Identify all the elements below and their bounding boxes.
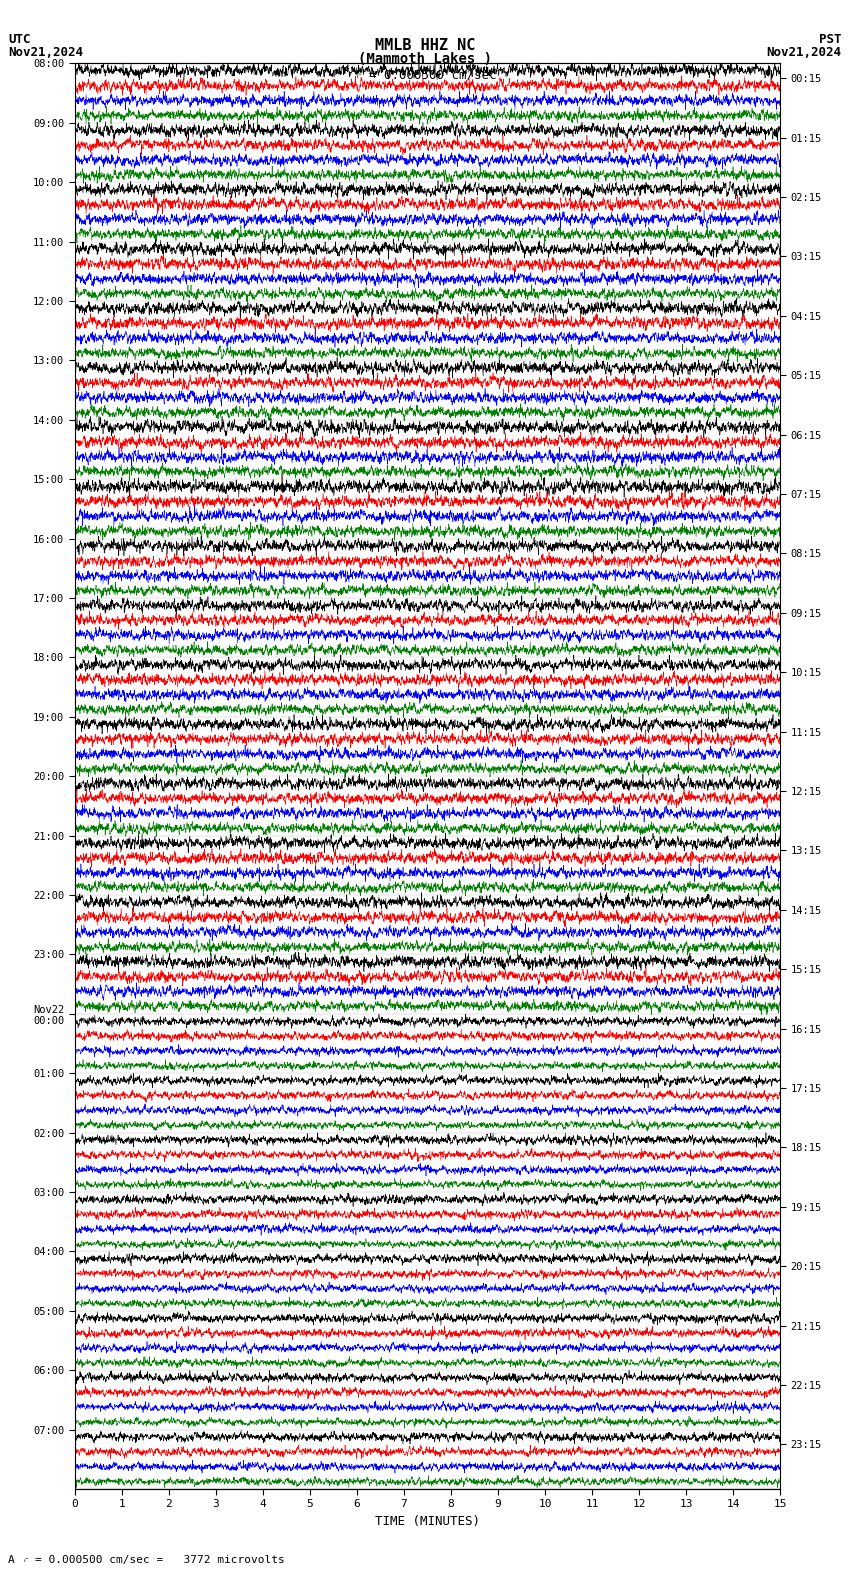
Text: PST: PST <box>819 33 842 46</box>
X-axis label: TIME (MINUTES): TIME (MINUTES) <box>375 1514 480 1529</box>
Text: (Mammoth Lakes ): (Mammoth Lakes ) <box>358 52 492 67</box>
Text: UTC: UTC <box>8 33 31 46</box>
Text: MMLB HHZ NC: MMLB HHZ NC <box>375 38 475 52</box>
Text: ⌌ = 0.000500 cm/sec: ⌌ = 0.000500 cm/sec <box>354 68 496 81</box>
Text: Nov21,2024: Nov21,2024 <box>8 46 83 59</box>
Text: A ⌌ = 0.000500 cm/sec =   3772 microvolts: A ⌌ = 0.000500 cm/sec = 3772 microvolts <box>8 1555 286 1565</box>
Text: Nov21,2024: Nov21,2024 <box>767 46 842 59</box>
